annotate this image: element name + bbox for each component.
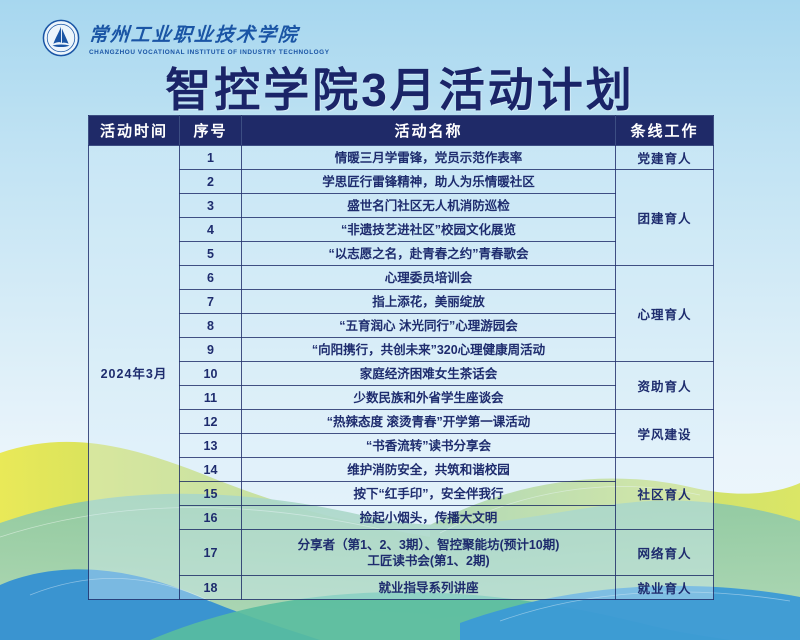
category-cell: 团建育人 [615,169,714,266]
table-row: 12 “热辣态度 滚烫青春”开学第一课活动 学风建设 [89,409,714,458]
poster-title: 智控学院3月活动计划 [165,64,635,116]
activity-name-line: “热辣态度 滚烫青春”开学第一课活动 [326,414,531,429]
activity-name-line: 家庭经济困难女生茶话会 [359,366,498,381]
column-header: 条线工作 [615,115,714,146]
activity-time-cell: 2024年3月 [88,145,180,600]
table-row: 18 就业指导系列讲座 就业育人 [89,575,714,600]
activity-name-line: “书香流转”读书分享会 [365,438,491,453]
activity-name-cell: 少数民族和外省学生座谈会 [241,385,616,410]
table-row: 4 “非遗技艺进社区”校园文化展览 [89,217,714,242]
activity-name-line: “以志愿之名，赴青春之约”青春歌会 [328,246,529,261]
category-cell: 心理育人 [615,265,714,362]
activity-name-line: 捡起小烟头，传播大文明 [359,510,498,525]
table-row: 3 盛世名门社区无人机消防巡检 [89,193,714,218]
activity-name-cell: “书香流转”读书分享会 [241,433,616,458]
school-logo-block: 常州工业职业技术学院 CHANGZHOU VOCATIONAL INSTITUT… [42,19,330,57]
row-number-cell: 17 [179,529,242,576]
table-row: 13 “书香流转”读书分享会 [89,433,714,458]
activity-name-cell: “热辣态度 滚烫青春”开学第一课活动 [241,409,616,434]
activity-name-line: 少数民族和外省学生座谈会 [353,390,504,405]
activity-name-cell: “向阳携行，共创未来”320心理健康周活动 [241,337,616,362]
row-number-cell: 16 [179,505,242,530]
activity-name-line: 就业指导系列讲座 [378,580,479,595]
activity-name-line: 工匠读书会(第1、2期) [367,553,490,568]
activity-name-cell: 指上添花，美丽绽放 [241,289,616,314]
row-number-cell: 13 [179,433,242,458]
row-number-cell: 8 [179,313,242,338]
table-row: 15 按下“红手印”，安全伴我行 [89,481,714,506]
table-body: 2024年3月 1 情暖三月学雷锋，党员示范作表率 党建育人 2 学思匠行雷锋精神，助人为… [88,145,714,600]
activity-name-line: 心理委员培训会 [384,270,473,285]
row-number-cell: 1 [179,145,242,170]
activity-plan-table: 活动时间 序号 活动名称 条线工作 2024年3月 1 情暖三月学雷锋，党员示范作表率 党建… [88,115,714,600]
activity-name-cell: 心理委员培训会 [241,265,616,290]
row-number-cell: 3 [179,193,242,218]
row-number-cell: 12 [179,409,242,434]
school-name-cn: 常州工业职业技术学院 [88,25,300,46]
table-row: 11 少数民族和外省学生座谈会 [89,385,714,410]
school-name-en: CHANGZHOU VOCATIONAL INSTITUTE OF INDUST… [89,49,330,56]
row-number-cell: 14 [179,457,242,482]
activity-name-cell: 按下“红手印”，安全伴我行 [241,481,616,506]
table-row: 17 分享者（第1、2、3期）、智控聚能坊(预计10期) 工匠读书会(第1、2期) 网… [89,529,714,576]
activity-name-cell: 学思匠行雷锋精神，助人为乐情暖社区 [241,169,616,194]
row-number-cell: 5 [179,241,242,266]
column-header: 序号 [179,115,242,146]
activity-name-line: 分享者（第1、2、3期）、智控聚能坊(预计10期) [297,537,560,552]
activity-name-cell: “以志愿之名，赴青春之约”青春歌会 [241,241,616,266]
activity-name-line: “非遗技艺进社区”校园文化展览 [340,222,516,237]
table-row: 7 指上添花，美丽绽放 [89,289,714,314]
activity-name-cell: “非遗技艺进社区”校园文化展览 [241,217,616,242]
row-number-cell: 7 [179,289,242,314]
table-row: 14 维护消防安全，共筑和谐校园 社区育人 [89,457,714,530]
column-header: 活动名称 [241,115,616,146]
column-header: 活动时间 [88,115,180,146]
activity-name-line: 按下“红手印”，安全伴我行 [353,486,504,501]
table-row: 2024年3月 1 情暖三月学雷锋，党员示范作表率 党建育人 [88,145,714,600]
activity-name-cell: 家庭经济困难女生茶话会 [241,361,616,386]
row-number-cell: 2 [179,169,242,194]
table-row: 2 学思匠行雷锋精神，助人为乐情暖社区 团建育人 [89,169,714,266]
category-cell: 就业育人 [615,575,714,600]
activity-name-line: “向阳携行，共创未来”320心理健康周活动 [311,342,546,357]
activity-name-cell: 维护消防安全，共筑和谐校园 [241,457,616,482]
category-cell: 网络育人 [615,529,714,576]
activity-name-cell: 分享者（第1、2、3期）、智控聚能坊(预计10期) 工匠读书会(第1、2期) [241,529,616,576]
table-header-row: 活动时间 序号 活动名称 条线工作 [88,115,714,146]
activity-name-cell: 盛世名门社区无人机消防巡检 [241,193,616,218]
row-number-cell: 10 [179,361,242,386]
table-row: 6 心理委员培训会 心理育人 [89,265,714,362]
category-cell: 学风建设 [615,409,714,458]
row-number-cell: 11 [179,385,242,410]
row-number-cell: 15 [179,481,242,506]
table-row: 9 “向阳携行，共创未来”320心理健康周活动 [89,337,714,362]
activity-name-cell: 捡起小烟头，传播大文明 [241,505,616,530]
activity-name-line: 指上添花，美丽绽放 [372,294,485,309]
table-row: 8 “五育润心 沐光同行”心理游园会 [89,313,714,338]
activity-name-line: 维护消防安全，共筑和谐校园 [347,462,510,477]
activity-name-line: 情暖三月学雷锋，党员示范作表率 [334,150,523,165]
table-row: 10 家庭经济困难女生茶话会 资助育人 [89,361,714,410]
activity-name-cell: “五育润心 沐光同行”心理游园会 [241,313,616,338]
category-cell: 社区育人 [615,457,714,530]
school-logo-icon [42,19,80,57]
row-number-cell: 4 [179,217,242,242]
category-cell: 党建育人 [615,145,714,170]
activity-name-line: 学思匠行雷锋精神，助人为乐情暖社区 [322,174,535,189]
activity-name-line: 盛世名门社区无人机消防巡检 [347,198,510,213]
activity-name-cell: 情暖三月学雷锋，党员示范作表率 [241,145,616,170]
row-number-cell: 18 [179,575,242,600]
category-cell: 资助育人 [615,361,714,410]
table-row: 5 “以志愿之名，赴青春之约”青春歌会 [89,241,714,266]
activity-name-cell: 就业指导系列讲座 [241,575,616,600]
activity-name-line: “五育润心 沐光同行”心理游园会 [339,318,518,333]
row-number-cell: 9 [179,337,242,362]
row-number-cell: 6 [179,265,242,290]
table-row: 16 捡起小烟头，传播大文明 [89,505,714,530]
